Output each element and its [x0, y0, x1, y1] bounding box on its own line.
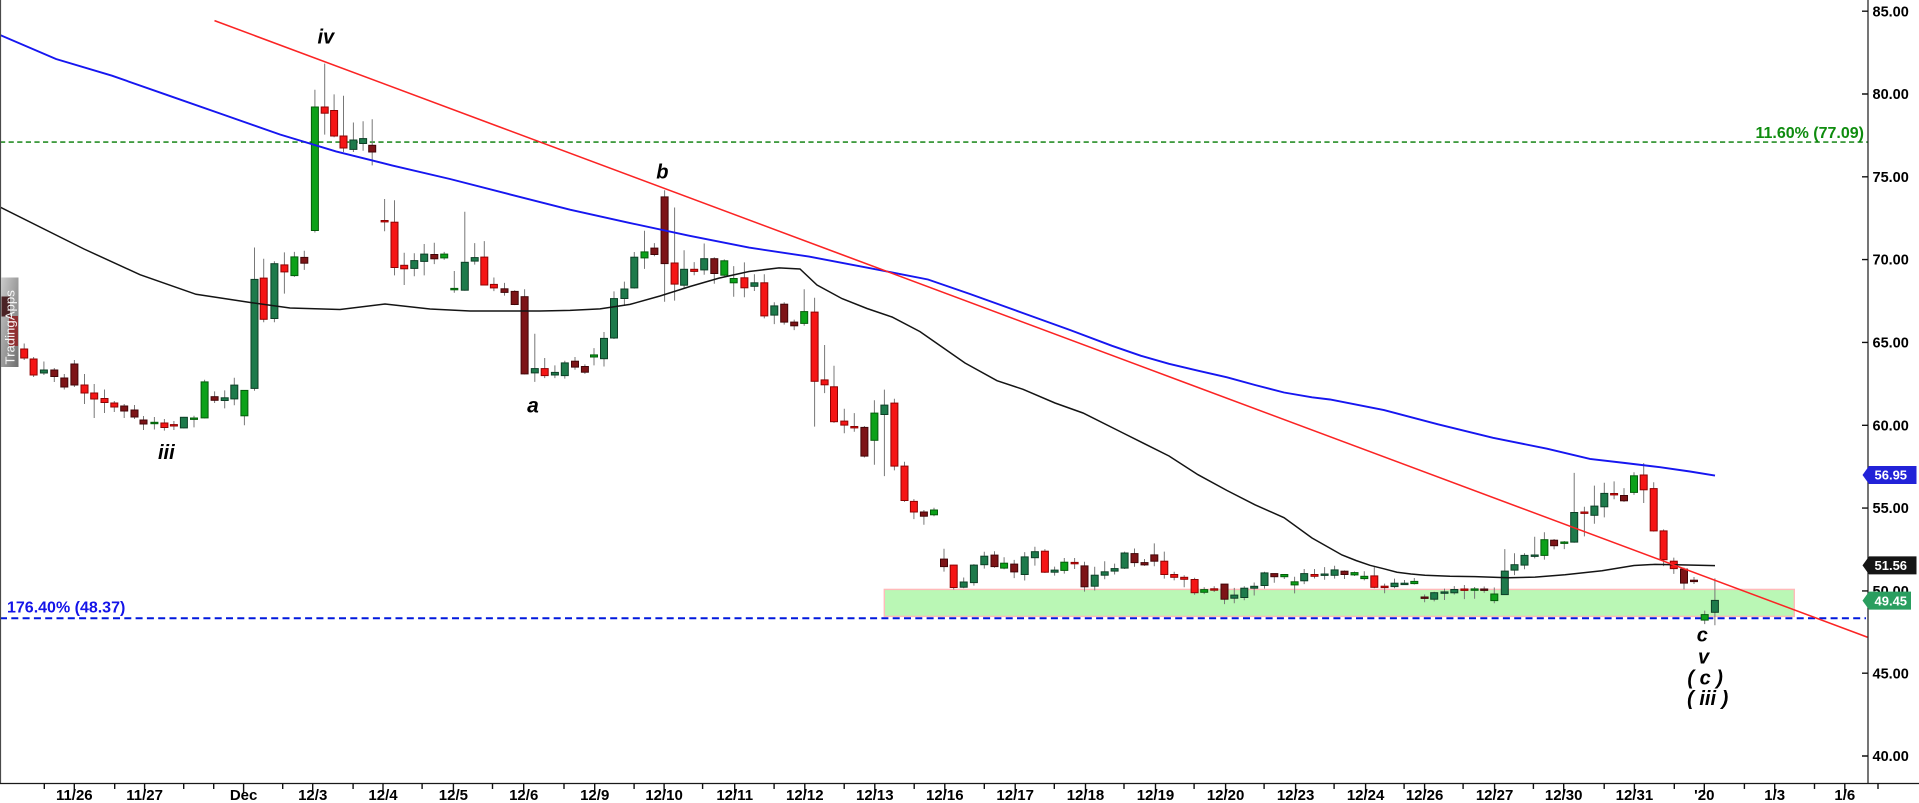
svg-text:60.00: 60.00 [1873, 418, 1909, 434]
svg-text:12/12: 12/12 [786, 787, 824, 803]
svg-text:45.00: 45.00 [1873, 666, 1909, 682]
svg-text:( iii ): ( iii ) [1687, 688, 1728, 710]
svg-text:12/17: 12/17 [996, 787, 1034, 803]
svg-text:11/27: 11/27 [126, 787, 163, 803]
svg-text:12/23: 12/23 [1277, 787, 1315, 803]
svg-text:Dec: Dec [230, 787, 258, 803]
svg-text:11/26: 11/26 [56, 787, 93, 803]
svg-text:a: a [527, 395, 539, 418]
svg-text:b: b [656, 162, 668, 184]
svg-text:12/10: 12/10 [645, 787, 683, 803]
svg-text:12/26: 12/26 [1406, 787, 1444, 803]
svg-text:51.56: 51.56 [1875, 558, 1908, 573]
svg-text:( c ): ( c ) [1687, 667, 1723, 689]
svg-text:12/9: 12/9 [580, 787, 609, 803]
svg-text:85.00: 85.00 [1873, 4, 1909, 20]
svg-text:1/6: 1/6 [1834, 787, 1855, 803]
svg-text:12/20: 12/20 [1207, 787, 1245, 803]
svg-text:65.00: 65.00 [1873, 336, 1909, 352]
svg-text:12/3: 12/3 [298, 787, 327, 803]
svg-text:12/24: 12/24 [1347, 787, 1385, 803]
svg-text:75.00: 75.00 [1873, 170, 1909, 186]
svg-text:49.45: 49.45 [1875, 593, 1908, 608]
svg-text:70.00: 70.00 [1873, 253, 1909, 269]
svg-text:c: c [1697, 624, 1708, 646]
svg-text:40.00: 40.00 [1873, 749, 1909, 765]
svg-text:12/5: 12/5 [439, 787, 468, 803]
svg-text:12/18: 12/18 [1067, 787, 1105, 803]
svg-text:iv: iv [317, 26, 336, 48]
svg-text:v: v [1698, 647, 1711, 669]
svg-text:12/6: 12/6 [509, 787, 538, 803]
svg-text:11.60% (77.09): 11.60% (77.09) [1755, 125, 1864, 142]
svg-text:55.00: 55.00 [1873, 501, 1909, 517]
svg-text:56.95: 56.95 [1875, 468, 1908, 483]
svg-text:12/11: 12/11 [716, 787, 753, 803]
svg-text:12/30: 12/30 [1545, 787, 1583, 803]
svg-text:12/31: 12/31 [1616, 787, 1654, 803]
svg-text:176.40% (48.37): 176.40% (48.37) [7, 600, 125, 617]
svg-text:12/13: 12/13 [856, 787, 894, 803]
svg-text:iii: iii [158, 442, 175, 464]
svg-text:'20: '20 [1694, 787, 1714, 803]
svg-text:80.00: 80.00 [1873, 87, 1909, 103]
svg-text:12/19: 12/19 [1137, 787, 1175, 803]
svg-text:12/27: 12/27 [1476, 787, 1514, 803]
svg-text:TradingApps: TradingApps [2, 290, 17, 365]
svg-text:12/4: 12/4 [368, 787, 398, 803]
svg-text:1/3: 1/3 [1764, 787, 1785, 803]
svg-text:12/16: 12/16 [926, 787, 964, 803]
